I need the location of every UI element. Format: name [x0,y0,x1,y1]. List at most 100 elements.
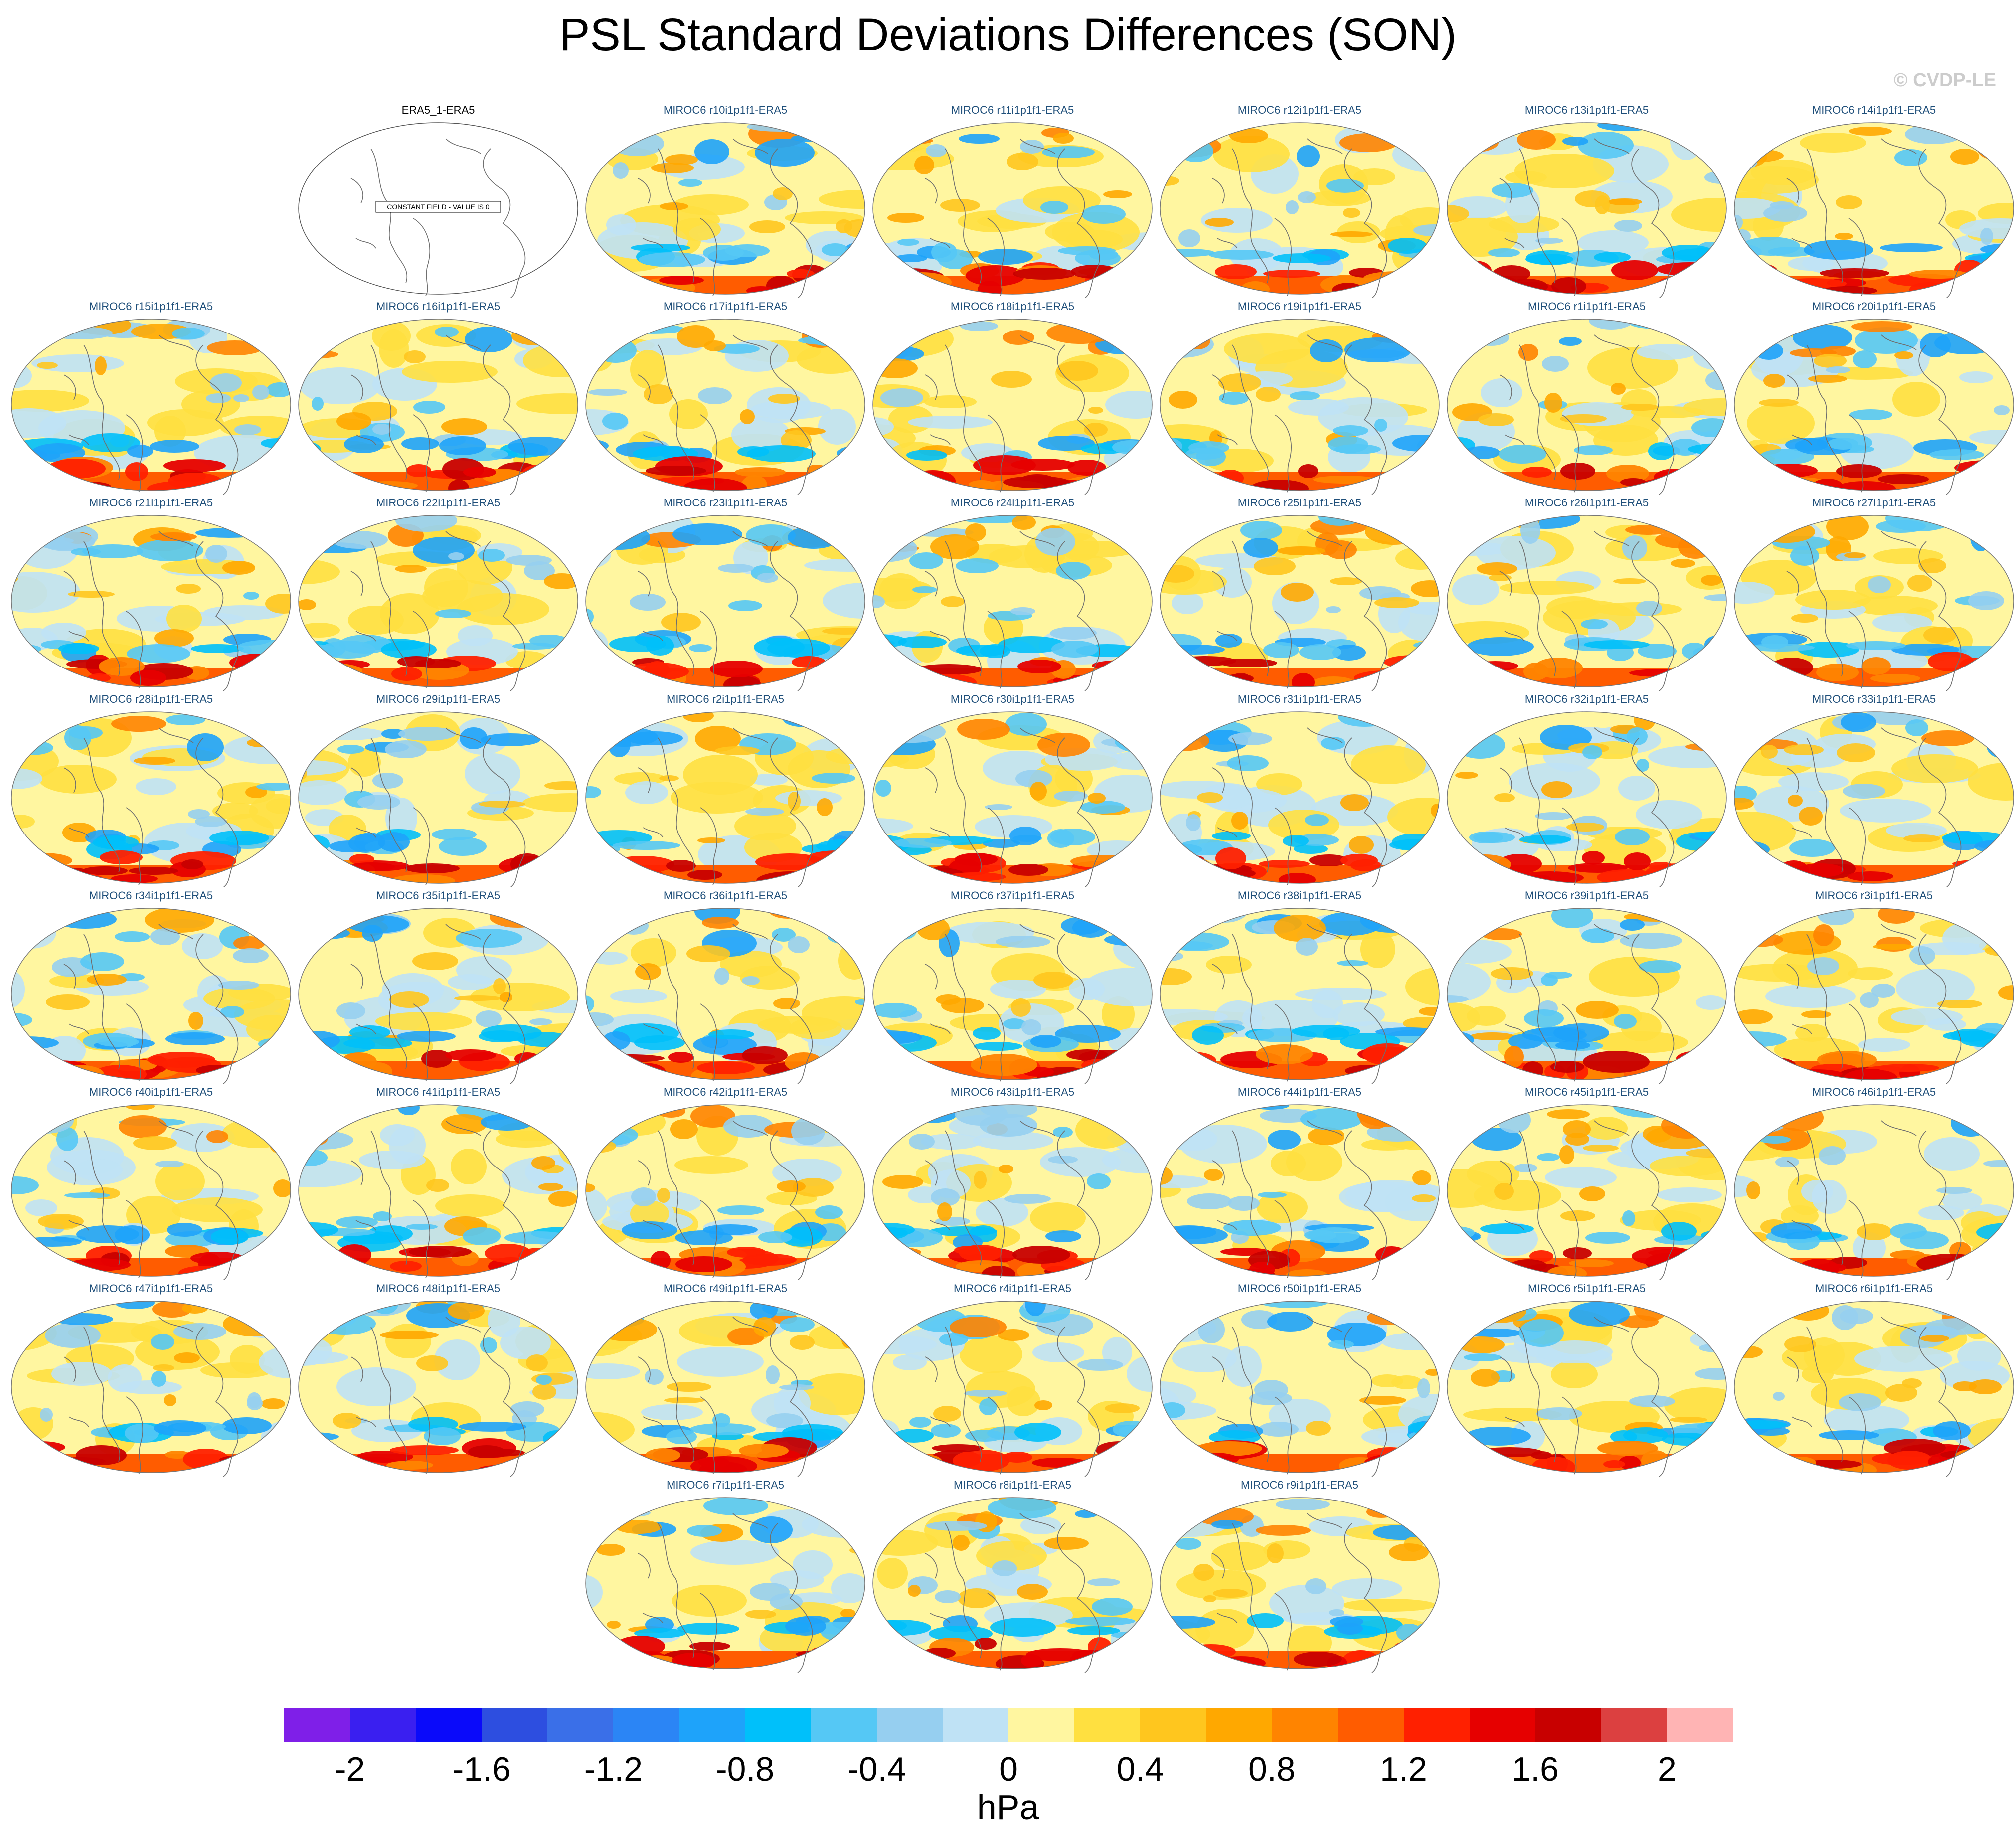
panel-title: MIROC6 r28i1p1f1-ERA5 [89,693,213,705]
coastlines [63,727,239,887]
panel-title: MIROC6 r3i1p1f1-ERA5 [1815,889,1933,902]
panel-title: MIROC6 r40i1p1f1-ERA5 [89,1086,213,1098]
model-map-panel: MIROC6 r2i1p1f1-ERA5 [583,693,867,887]
model-map-panel: MIROC6 r40i1p1f1-ERA5 [9,1086,293,1280]
anomaly-field [1160,908,1439,1080]
panel-title: MIROC6 r11i1p1f1-ERA5 [951,104,1074,116]
panel-title: MIROC6 r44i1p1f1-ERA5 [1237,1086,1362,1098]
coastlines [350,1120,526,1280]
constant-field-label: CONSTANT FIELD - VALUE IS 0 [387,203,490,211]
panel-title: MIROC6 r45i1p1f1-ERA5 [1524,1086,1649,1098]
map-outline [1734,319,2014,491]
model-map-panel: MIROC6 r32i1p1f1-ERA5 [1445,693,1729,887]
model-map-panel: MIROC6 r18i1p1f1-ERA5 [870,300,1155,495]
anomaly-field [586,1498,865,1669]
robinson-map [585,1104,865,1280]
anomaly-field [873,712,1152,883]
coastlines [1499,531,1675,691]
map-outline [872,319,1153,491]
anomaly-field [1734,515,2014,687]
coastlines [350,334,526,495]
map-outline [11,1301,291,1473]
anomaly-field [299,1301,578,1473]
coastlines [1212,531,1387,691]
anomaly-field [11,1105,291,1276]
colorbar-cell [1008,1708,1075,1742]
colorbar-tick-label: -1.2 [584,1750,643,1788]
map-outline [585,1301,865,1473]
model-map-panel: MIROC6 r50i1p1f1-ERA5 [1158,1282,1442,1477]
colorbar [284,1708,1733,1742]
robinson-map [1734,908,2014,1084]
anomaly-field [299,908,578,1080]
panel-title: MIROC6 r9i1p1f1-ERA5 [1241,1479,1358,1491]
model-map-panel: MIROC6 r30i1p1f1-ERA5 [870,693,1155,887]
panel-title: MIROC6 r38i1p1f1-ERA5 [1237,889,1362,902]
panel-title: MIROC6 r34i1p1f1-ERA5 [89,889,213,902]
model-map-panel: MIROC6 r23i1p1f1-ERA5 [583,497,867,691]
coastlines [1499,334,1675,495]
map-outline [11,908,291,1080]
colorbar-cell [1667,1708,1733,1742]
coastlines [63,334,239,495]
anomaly-field [1447,1301,1726,1473]
coastlines [350,138,526,298]
robinson-map [872,1104,1153,1280]
coastlines [638,1513,813,1673]
panel-title: MIROC6 r46i1p1f1-ERA5 [1812,1086,1936,1098]
colorbar-cell [1469,1708,1536,1742]
model-map-panel: MIROC6 r47i1p1f1-ERA5 [9,1282,293,1477]
map-outline [1160,1104,1440,1277]
model-map-panel: MIROC6 r21i1p1f1-ERA5 [9,497,293,691]
map-panel-grid: ERA5_1-ERA5 CONSTANT FIELD - VALUE IS 0 MI… [9,104,2016,1673]
robinson-map [1734,122,2014,298]
anomaly-field [586,712,865,883]
panel-title: MIROC6 r13i1p1f1-ERA5 [1524,104,1649,116]
constant-field-box [375,201,501,213]
robinson-map [1734,1104,2014,1280]
map-outline [872,1497,1153,1669]
model-map-panel: MIROC6 r46i1p1f1-ERA5 [1732,1086,2016,1280]
anomaly-field [873,1301,1152,1473]
colorbar-cell [1403,1708,1470,1742]
panel-title: MIROC6 r47i1p1f1-ERA5 [89,1282,213,1295]
map-outline [1447,711,1727,884]
colorbar-tick-label: 0.4 [1116,1750,1164,1788]
anomaly-field [11,908,291,1080]
copyright-notice: © CVDP-LE [1893,70,1996,91]
map-outline [1734,908,2014,1080]
panel-title: MIROC6 r14i1p1f1-ERA5 [1812,104,1936,116]
map-outline [298,122,578,295]
model-map-panel: MIROC6 r27i1p1f1-ERA5 [1732,497,2016,691]
anomaly-field [873,1105,1152,1276]
robinson-map [585,515,865,691]
panel-title: MIROC6 r4i1p1f1-ERA5 [954,1282,1071,1295]
panel-title: MIROC6 r43i1p1f1-ERA5 [950,1086,1075,1098]
robinson-map [872,1497,1153,1673]
coastlines [63,1317,239,1477]
map-outline [1447,908,1727,1080]
anomaly-field [1447,1105,1726,1276]
panel-title: MIROC6 r6i1p1f1-ERA5 [1815,1282,1933,1295]
panel-title: MIROC6 r41i1p1f1-ERA5 [376,1086,501,1098]
model-map-panel: MIROC6 r41i1p1f1-ERA5 [296,1086,580,1280]
model-map-panel: MIROC6 r13i1p1f1-ERA5 [1445,104,1729,298]
robinson-map [585,319,865,495]
map-outline [1447,1104,1727,1277]
robinson-map [1160,1104,1440,1280]
model-map-panel: MIROC6 r1i1p1f1-ERA5 [1445,300,1729,495]
coastlines [1786,531,1962,691]
robinson-map [298,515,578,691]
model-map-panel: MIROC6 r16i1p1f1-ERA5 [296,300,580,495]
panel-title: MIROC6 r8i1p1f1-ERA5 [954,1479,1071,1491]
robinson-map [1447,122,1727,298]
coastlines [1212,924,1387,1084]
panel-title: MIROC6 r17i1p1f1-ERA5 [663,300,788,313]
model-map-panel: MIROC6 r24i1p1f1-ERA5 [870,497,1155,691]
anomaly-field [873,908,1152,1080]
model-map-panel: MIROC6 r28i1p1f1-ERA5 [9,693,293,887]
map-outline [1160,1497,1440,1669]
panel-title: MIROC6 r10i1p1f1-ERA5 [663,104,788,116]
map-outline [1447,122,1727,295]
anomaly-field [299,712,578,883]
